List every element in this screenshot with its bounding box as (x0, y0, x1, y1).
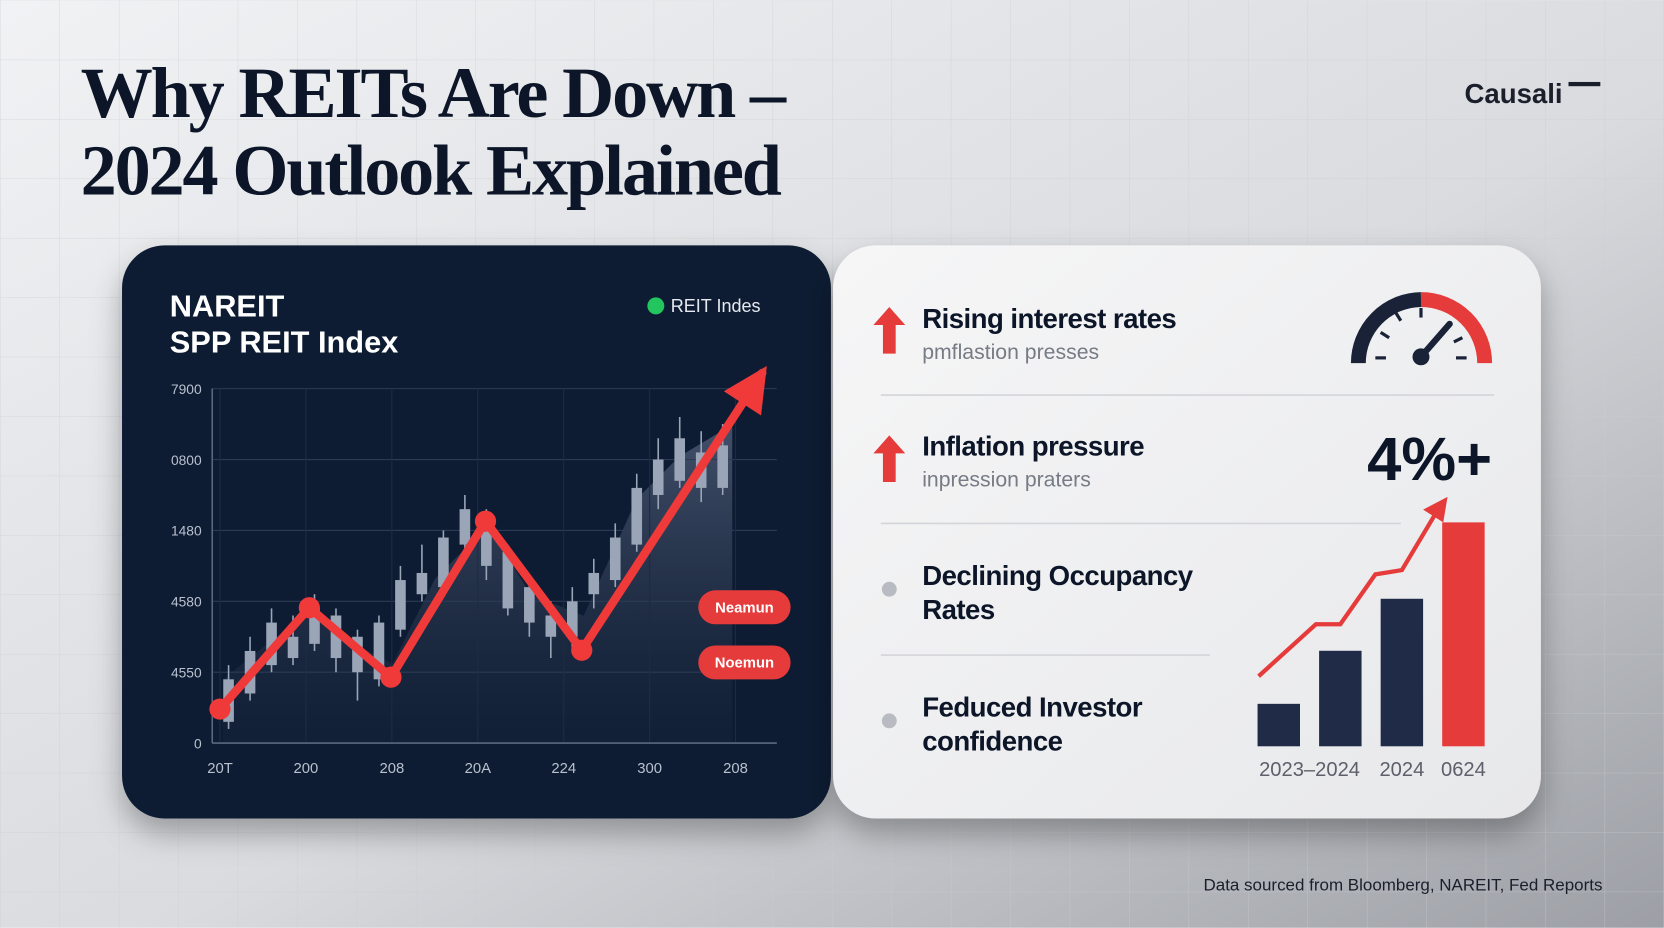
line-point (474, 510, 497, 532)
factor-subtitle: inpression praters (922, 468, 1091, 491)
candle-body (416, 572, 428, 595)
candle-body (588, 572, 600, 595)
up-arrow-icon (873, 435, 906, 483)
line-point (298, 597, 320, 619)
bar-label: 2023–2024 (1259, 759, 1360, 781)
bar-label: 0624 (1441, 759, 1486, 781)
candle-body (502, 551, 514, 609)
y-tick-label: 4550 (171, 666, 202, 681)
card-bg (833, 245, 1541, 819)
candle-body (373, 622, 385, 680)
gauge-icon (1350, 292, 1493, 366)
trend-arrowhead (1423, 496, 1448, 523)
factor-title: Rates (922, 594, 995, 625)
candle-body (395, 580, 406, 630)
bar (1319, 650, 1362, 747)
bar (1380, 598, 1424, 747)
bar (1257, 703, 1300, 747)
title: 2024 Outlook Explained (81, 130, 782, 210)
candle-body (566, 601, 578, 637)
brand-dash (1568, 81, 1601, 87)
line-point (571, 639, 593, 661)
badge (698, 590, 791, 625)
x-tick-label: 200 (294, 761, 319, 777)
x-tick-label: 208 (723, 761, 748, 777)
factor-title: Inflation pressure (922, 431, 1144, 462)
candle-body (631, 487, 643, 545)
title: Why REITs Are Down – (81, 53, 787, 133)
candle-body (652, 459, 664, 495)
y-tick-label: 0 (194, 736, 202, 751)
line-series (215, 368, 767, 714)
candle-body (459, 509, 471, 545)
candle-body (674, 438, 686, 481)
arrowhead (723, 365, 767, 416)
up-arrow-icon (873, 306, 906, 354)
chart-title: SPP REIT Index (170, 325, 399, 360)
bar-label: 2024 (1379, 759, 1424, 781)
candle-body (330, 615, 342, 659)
footer: Data sourced from Bloomberg, NAREIT, Fed… (1204, 876, 1603, 895)
trend-line (1257, 513, 1437, 678)
line-point (209, 698, 231, 720)
y-tick-label: 1480 (171, 524, 202, 539)
bullet-icon (881, 713, 897, 729)
candle-body (481, 516, 492, 566)
badge-label: Neamun (715, 601, 774, 617)
candle-body (609, 537, 621, 581)
badge-label: Noemun (715, 656, 774, 672)
candle-body (287, 636, 299, 659)
bullet-icon (881, 581, 897, 597)
factor-title: Feduced Investor (922, 692, 1143, 723)
factors-card: 4%+ Rising interest rates pmflastion pres… (833, 245, 1541, 819)
factor-subtitle: pmflastion presses (922, 341, 1099, 364)
line-point (380, 666, 402, 688)
y-tick-label: 4580 (171, 595, 202, 610)
bar (1442, 522, 1485, 747)
candle-body (266, 622, 277, 666)
legend-marker (647, 297, 665, 315)
candle-body (717, 445, 728, 488)
x-tick-label: 20A (465, 761, 492, 777)
factor-title: confidence (922, 726, 1062, 757)
candle-body (352, 636, 363, 673)
y-tick-label: 7900 (171, 382, 202, 397)
candle-body (309, 608, 320, 644)
factor-title: Declining Occupancy (922, 560, 1194, 591)
candle-body (545, 615, 557, 637)
legend-label: REIT Indes (671, 296, 761, 316)
x-tick-label: 224 (551, 761, 576, 777)
chart-title: NAREIT (170, 288, 285, 323)
brand: Causali (1464, 78, 1562, 109)
x-tick-label: 300 (637, 761, 662, 777)
factor-title: Rising interest rates (922, 303, 1176, 334)
x-tick-label: 208 (379, 761, 404, 777)
x-tick-label: 20T (207, 761, 233, 777)
candle-body (524, 587, 535, 623)
y-tick-label: 0800 (171, 453, 202, 468)
candle-body (438, 537, 449, 588)
stat: 4%+ (1367, 425, 1492, 494)
badge (698, 645, 791, 680)
